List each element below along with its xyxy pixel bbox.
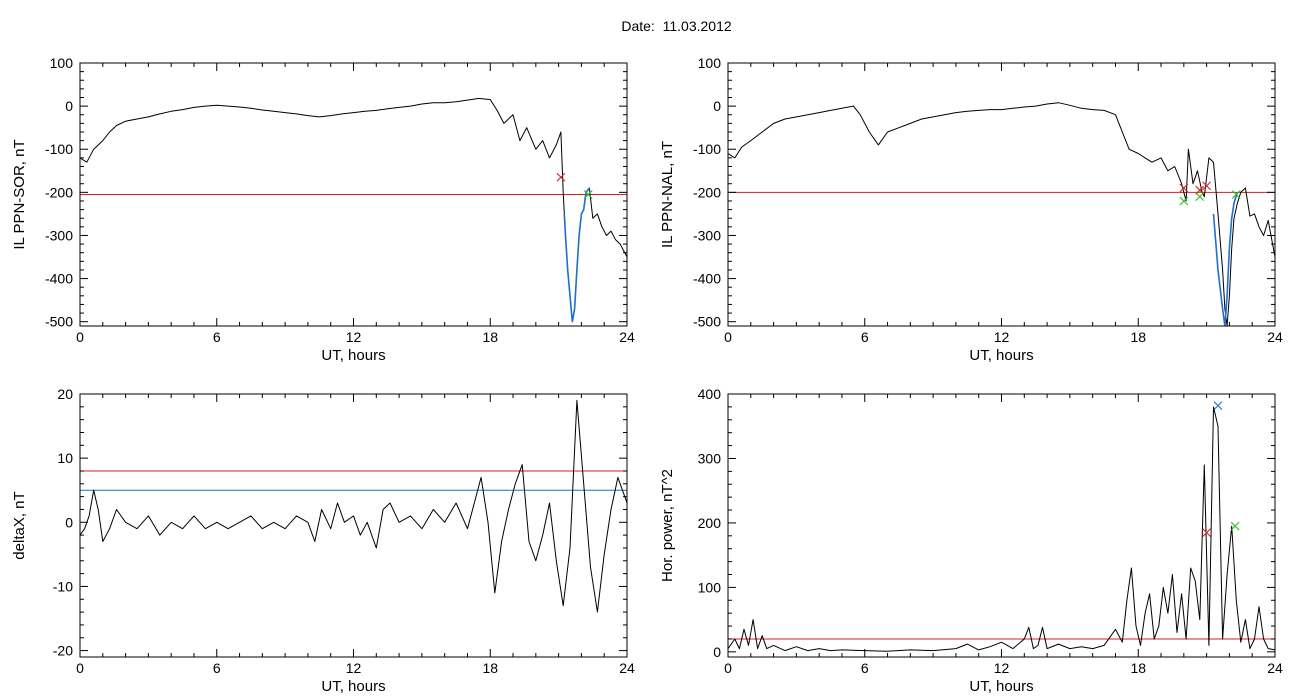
deltax-y-tick-label: -10 bbox=[53, 578, 73, 594]
sor-marker-1 bbox=[583, 190, 593, 199]
nal-marker-5 bbox=[1231, 190, 1241, 199]
nal-x-tick-label: 6 bbox=[861, 329, 869, 345]
nal-y-tick-label: 0 bbox=[713, 98, 721, 114]
power-y-axis-label: Hor. power, nT^2 bbox=[659, 469, 676, 582]
power-plot-frame bbox=[727, 393, 1276, 658]
date-label: Date: bbox=[621, 18, 655, 34]
sor-y-tick-label: -100 bbox=[45, 141, 73, 157]
nal-plot-frame bbox=[727, 62, 1276, 327]
nal-marker-2 bbox=[1195, 185, 1205, 195]
nal-y-axis-label: IL PPN-NAL, nT bbox=[659, 141, 676, 248]
power-x-tick-label: 6 bbox=[861, 660, 869, 676]
nal-y-tick-label: 100 bbox=[698, 55, 722, 71]
deltax-y-tick-label: 10 bbox=[57, 450, 73, 466]
sor-y-tick-label: -200 bbox=[45, 184, 73, 200]
sor-y-tick-label: 100 bbox=[50, 55, 74, 71]
nal-marker-0 bbox=[1179, 183, 1189, 193]
nal-y-tick-label: -400 bbox=[693, 271, 721, 287]
deltax-y-tick-label: 20 bbox=[57, 386, 73, 402]
nal-trace-line bbox=[728, 102, 1275, 326]
power-marker-1 bbox=[1202, 528, 1212, 537]
deltax-trace-line bbox=[80, 399, 627, 613]
nal-y-tick-label: -500 bbox=[693, 314, 721, 330]
sor-x-tick-label: 12 bbox=[346, 329, 362, 345]
nal-x-tick-label: 18 bbox=[1130, 329, 1146, 345]
sor-highlight-segment bbox=[563, 187, 591, 322]
power-x-tick-label: 0 bbox=[724, 660, 732, 676]
nal-marker-4 bbox=[1202, 181, 1212, 191]
nal-x-tick-label: 12 bbox=[994, 329, 1010, 345]
deltax-x-tick-label: 24 bbox=[619, 660, 635, 676]
nal-y-tick-label: -100 bbox=[693, 141, 721, 157]
deltax-x-tick-label: 18 bbox=[482, 660, 498, 676]
deltax-y-axis-label: deltaX, nT bbox=[11, 491, 28, 559]
nal-marker-1 bbox=[1179, 196, 1189, 206]
power-x-axis-label: UT, hours bbox=[969, 678, 1033, 695]
deltax-x-axis-label: UT, hours bbox=[321, 678, 385, 695]
power-y-tick-label: 400 bbox=[698, 386, 722, 402]
panel-power: 0 6 12 18 24 400 300 200 100 0 UT, hours Hor. power… bbox=[659, 386, 1283, 695]
deltax-x-tick-label: 12 bbox=[346, 660, 362, 676]
panel-deltax: 0 6 12 18 24 20 10 0 -10 -20 UT, hours deltaX, nT bbox=[11, 386, 635, 695]
power-x-tick-label: 24 bbox=[1267, 660, 1283, 676]
date-value: 11.03.2012 bbox=[662, 18, 732, 34]
nal-x-axis-label: UT, hours bbox=[969, 347, 1033, 364]
sor-y-tick-label: -300 bbox=[45, 227, 73, 243]
deltax-y-tick-label: 0 bbox=[65, 514, 73, 530]
sor-x-axis-label: UT, hours bbox=[321, 347, 385, 364]
nal-marker-3 bbox=[1195, 192, 1205, 202]
power-y-tick-label: 200 bbox=[698, 515, 722, 531]
panel-nal: 0 6 12 18 24 100 0 -100 -200 -300 -400 -500 UT, hour… bbox=[659, 55, 1283, 364]
sor-y-tick-label: -400 bbox=[45, 271, 73, 287]
nal-highlight-segment bbox=[1212, 192, 1239, 326]
nal-y-tick-label: -300 bbox=[693, 227, 721, 243]
deltax-x-tick-label: 0 bbox=[76, 660, 84, 676]
sor-x-tick-label: 24 bbox=[619, 329, 635, 345]
power-x-tick-label: 18 bbox=[1130, 660, 1146, 676]
sor-x-tick-label: 18 bbox=[482, 329, 498, 345]
power-y-tick-label: 0 bbox=[713, 644, 721, 660]
power-y-tick-label: 100 bbox=[698, 579, 722, 595]
power-marker-0 bbox=[1213, 401, 1223, 410]
power-x-tick-label: 12 bbox=[994, 660, 1010, 676]
deltax-x-tick-label: 6 bbox=[213, 660, 221, 676]
sor-x-tick-label: 0 bbox=[76, 329, 84, 345]
panel-sor: 0 6 12 18 24 100 0 -100 -200 -300 -400 -500 UT, hour… bbox=[11, 55, 635, 364]
sor-x-tick-label: 6 bbox=[213, 329, 221, 345]
deltax-y-tick-label: -20 bbox=[53, 643, 73, 659]
sor-y-axis-label: IL PPN-SOR, nT bbox=[11, 139, 28, 249]
nal-y-tick-label: -200 bbox=[693, 184, 721, 200]
nal-x-tick-label: 24 bbox=[1267, 329, 1283, 345]
sor-trace-line bbox=[80, 97, 627, 323]
sor-y-tick-label: -500 bbox=[45, 314, 73, 330]
power-trace-line bbox=[728, 406, 1275, 652]
sor-y-tick-label: 0 bbox=[65, 98, 73, 114]
nal-x-tick-label: 0 bbox=[724, 329, 732, 345]
sor-marker-0 bbox=[556, 172, 566, 182]
power-marker-2 bbox=[1230, 521, 1240, 531]
power-y-tick-label: 300 bbox=[698, 450, 722, 466]
page-title: Date: 11.03.2012 bbox=[0, 18, 1300, 34]
